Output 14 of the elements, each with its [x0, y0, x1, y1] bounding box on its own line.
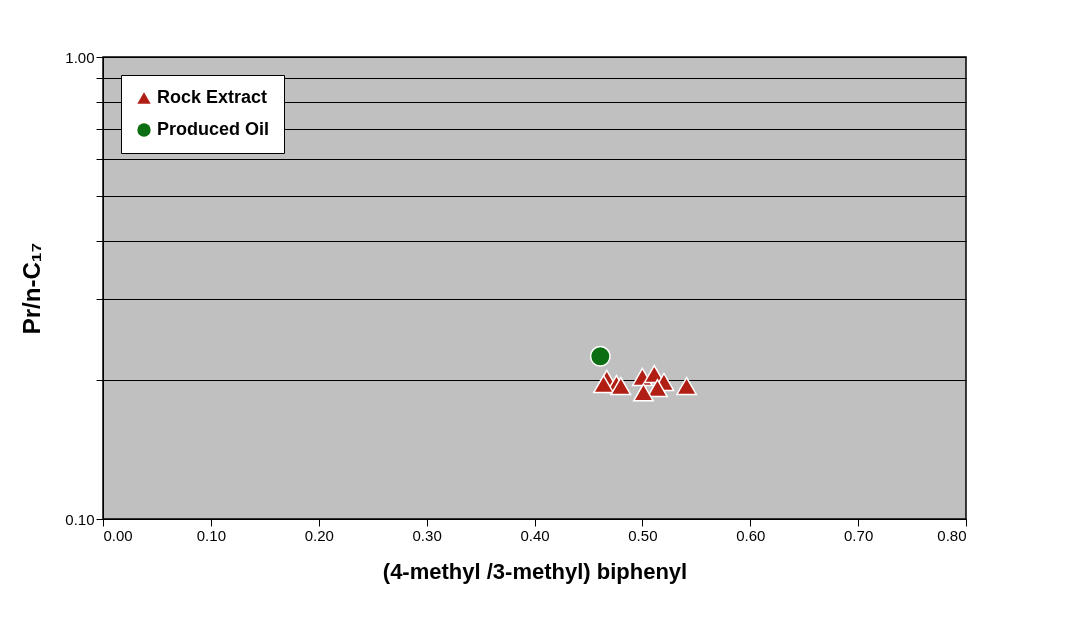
y-axis-title: Pr/n-C₁₇	[18, 242, 46, 335]
x-tick-label: 0.00	[103, 526, 133, 544]
x-tick-label: 0.70	[844, 526, 874, 544]
legend-label: Produced Oil	[157, 119, 270, 139]
x-tick-label: 0.50	[628, 526, 658, 544]
x-tick-label: 0.60	[736, 526, 766, 544]
y-tick-label: 1.00	[65, 48, 95, 66]
x-axis-title: (4-methyl /3-methyl) biphenyl	[382, 558, 688, 584]
x-tick-label: 0.10	[196, 526, 226, 544]
x-tick-label: 0.40	[520, 526, 550, 544]
legend-label: Rock Extract	[157, 87, 268, 107]
x-tick-label: 0.20	[304, 526, 334, 544]
x-tick-label: 0.30	[412, 526, 442, 544]
x-tick-label: 0.80	[937, 526, 967, 544]
